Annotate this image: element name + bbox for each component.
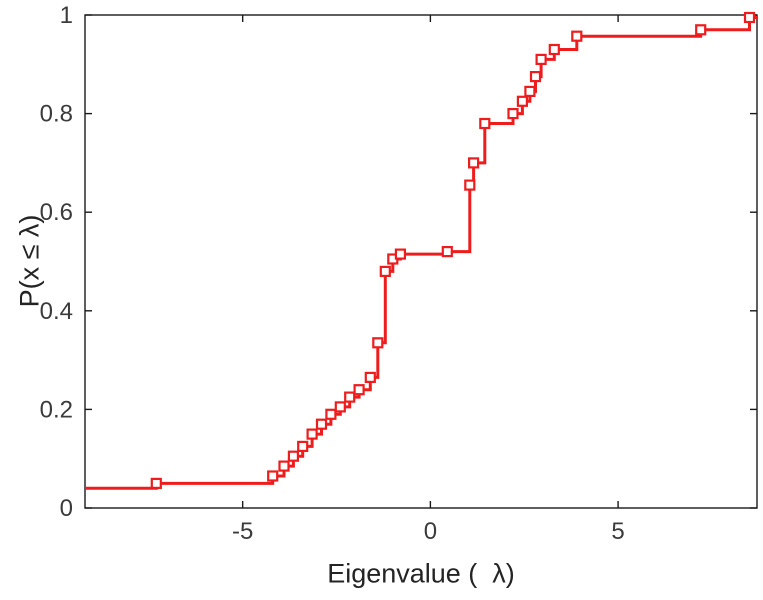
data-point-marker [524, 85, 536, 98]
data-point-marker [315, 418, 328, 430]
data-point-marker [379, 265, 391, 277]
ecdf-stair-line [85, 16, 757, 490]
data-point-marker [267, 470, 279, 482]
y-tick-label: 0.4 [40, 298, 73, 325]
data-point-marker [150, 477, 162, 489]
y-tick-label: 0.6 [40, 199, 73, 226]
data-point-marker [535, 53, 547, 66]
data-point-marker [695, 24, 707, 36]
data-point-marker [441, 246, 453, 258]
data-point-marker [353, 384, 365, 396]
data-point-marker [306, 428, 318, 440]
data-point-marker [507, 107, 519, 120]
x-tick-label: -5 [232, 518, 253, 545]
y-tick-label: 0.2 [40, 396, 73, 423]
data-point-marker [479, 117, 491, 130]
data-point-marker [743, 11, 756, 24]
data-point-marker [468, 157, 480, 169]
y-tick-label: 1 [60, 2, 73, 29]
data-point-marker [364, 371, 376, 383]
data-point-marker [548, 43, 560, 56]
y-tick-label: 0 [60, 495, 73, 522]
data-point-marker [278, 460, 290, 472]
y-tick-label: 0.8 [40, 101, 73, 128]
data-point-marker [571, 30, 583, 42]
data-point-marker [334, 401, 346, 413]
data-point-marker [516, 95, 529, 107]
axes-box [84, 14, 758, 509]
data-point-marker [297, 440, 309, 452]
data-point-marker [287, 450, 299, 462]
data-point-marker [464, 179, 476, 191]
data-point-marker [344, 391, 356, 403]
data-point-marker [325, 408, 337, 420]
x-tick-label: 5 [611, 518, 624, 545]
data-point-marker [372, 337, 384, 349]
x-tick-label: 0 [424, 518, 437, 545]
data-point-marker [394, 248, 406, 260]
data-point-marker [529, 70, 542, 83]
